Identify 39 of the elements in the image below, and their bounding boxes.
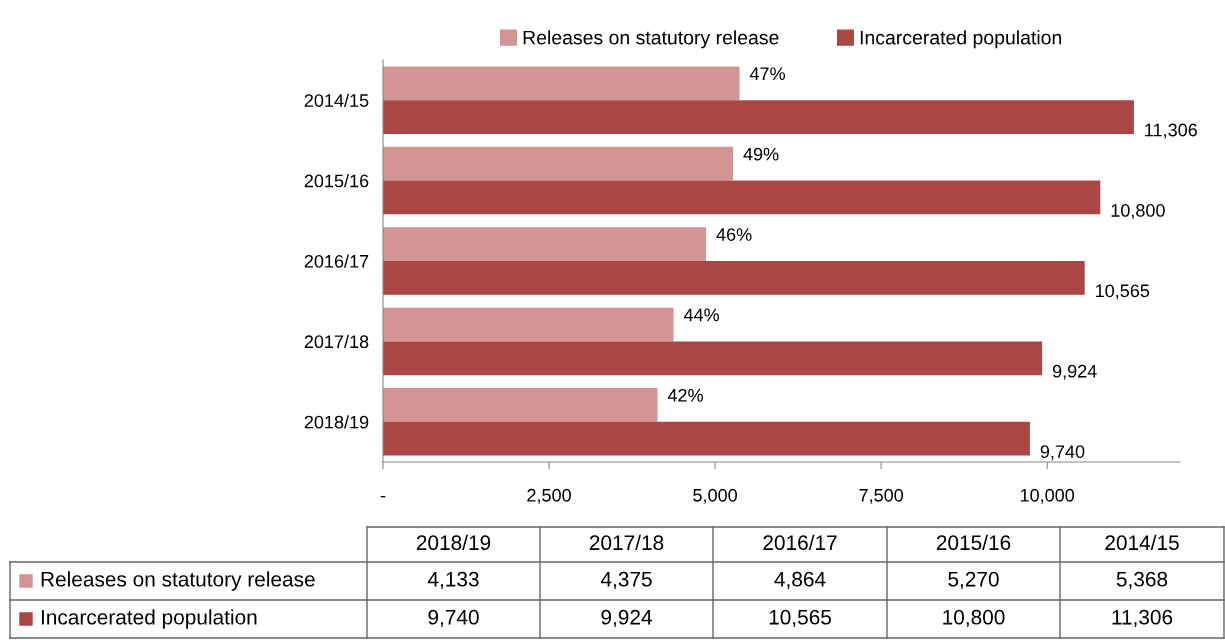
x-tick-label: 7,500 — [859, 488, 904, 504]
text: 10,565 — [769, 609, 831, 628]
data-label: 9,924 — [1052, 364, 1097, 380]
legend-label: Incarcerated population — [860, 30, 1062, 49]
data-label: 11,306 — [1145, 123, 1197, 139]
text: 5,270 — [948, 571, 999, 590]
category-label: 2018/19 — [416, 534, 491, 551]
category-label: 2014/15 — [1105, 534, 1179, 551]
text: 4,864 — [774, 571, 826, 590]
y-tick-label: 2017/18 — [304, 334, 369, 349]
category-label: 2016/17 — [763, 534, 837, 551]
x-tick-label: 5,000 — [693, 488, 737, 504]
category-label: 2015/16 — [936, 534, 1011, 551]
category-label: 2017/18 — [589, 534, 664, 551]
y-tick-label: 2016/17 — [304, 254, 369, 268]
text: Releases on statutory release — [41, 571, 315, 591]
text: 10,800 — [943, 609, 1005, 628]
text: 9,924 — [601, 609, 652, 628]
x-tick-label: 10,000 — [1020, 488, 1075, 504]
annotation: 49% — [743, 147, 779, 161]
annotation: 44% — [683, 308, 720, 322]
y-tick-label: 2018/19 — [304, 415, 369, 429]
text: 11,306 — [1112, 609, 1173, 628]
y-tick-label: 2014/15 — [304, 93, 369, 107]
annotation: 47% — [749, 67, 785, 81]
data-label: 10,800 — [1111, 204, 1165, 219]
text: 4,375 — [600, 571, 652, 590]
text: Incarcerated population — [41, 609, 257, 629]
y-tick-label: 2015/16 — [304, 174, 369, 188]
text: 5,368 — [1116, 571, 1168, 590]
data-label: 9,740 — [1040, 445, 1085, 461]
annotation: 46% — [716, 228, 752, 241]
legend-label: Releases on statutory release — [523, 30, 779, 49]
x-tick-label: - — [380, 495, 386, 498]
data-label: 10,565 — [1096, 284, 1150, 300]
text: 4,133 — [427, 571, 479, 590]
x-tick-label: 2,500 — [527, 488, 571, 504]
annotation: 42% — [667, 388, 703, 402]
text: 9,740 — [428, 609, 479, 628]
